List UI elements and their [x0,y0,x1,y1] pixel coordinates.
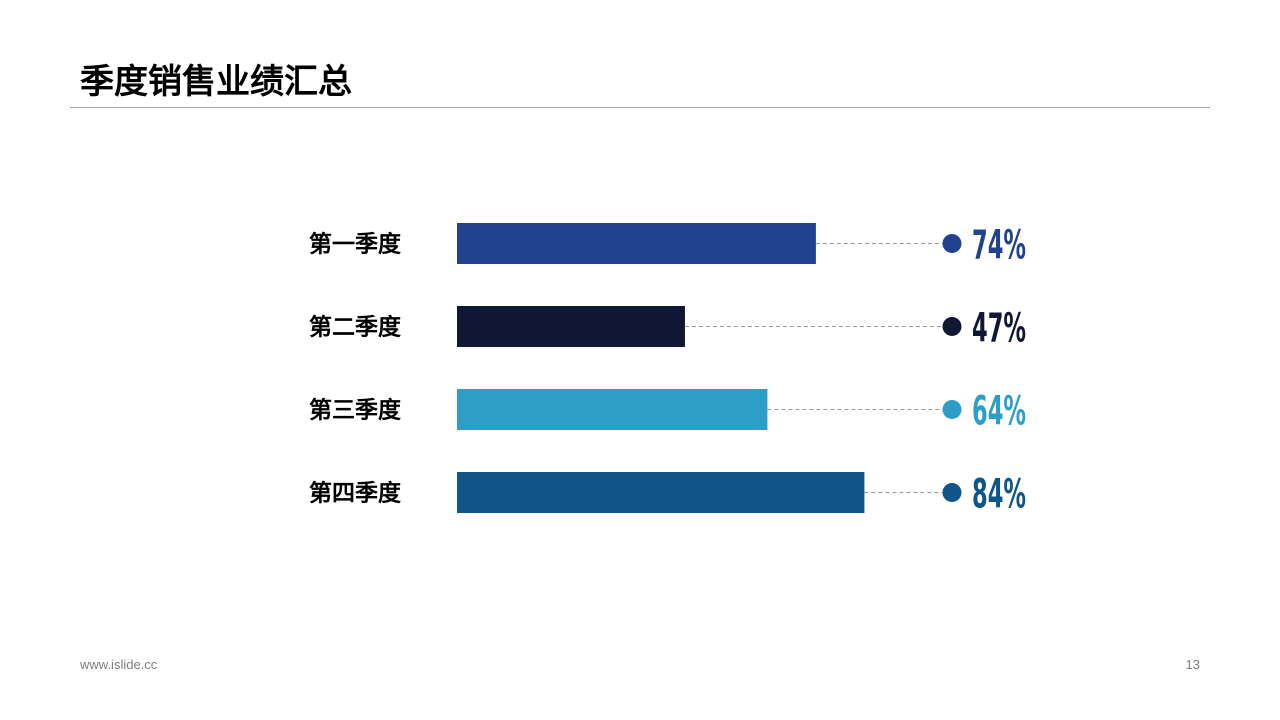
slide-title: 季度销售业绩汇总 [80,62,352,102]
title-divider [70,107,1210,108]
bar [457,306,685,347]
marker-dot [942,317,962,336]
category-label: 第二季度 [309,314,402,341]
footer-url[interactable]: www.islide.cc [80,657,158,672]
value-label: 74% [972,223,1026,269]
bar-row: 第四季度 84% [309,472,1026,518]
value-label: 47% [972,306,1026,352]
page-number: 13 [1185,657,1200,672]
bar [457,389,768,430]
marker-dot [942,400,962,419]
bar-row: 第一季度 74% [309,223,1026,269]
bar [457,223,816,264]
category-label: 第四季度 [309,480,402,507]
bar-row: 第二季度 47% [309,306,1026,352]
bar-row: 第三季度 64% [309,389,1026,435]
marker-dot [942,483,962,502]
marker-dot [942,234,962,253]
bar [457,472,865,513]
category-label: 第一季度 [309,231,402,258]
category-label: 第三季度 [309,397,402,424]
value-label: 64% [972,389,1026,435]
value-label: 84% [972,472,1026,518]
